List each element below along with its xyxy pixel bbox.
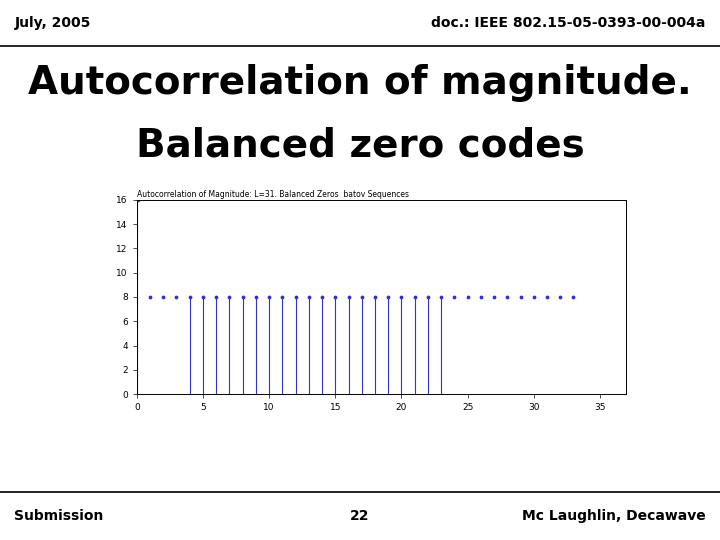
Text: Autocorrelation of Magnitude: L=31. Balanced Zeros  batov Sequences: Autocorrelation of Magnitude: L=31. Bala… xyxy=(137,190,409,199)
Text: 22: 22 xyxy=(350,509,370,523)
Text: July, 2005: July, 2005 xyxy=(14,16,91,30)
Text: Mc Laughlin, Decawave: Mc Laughlin, Decawave xyxy=(522,509,706,523)
Text: doc.: IEEE 802.15-05-0393-00-004a: doc.: IEEE 802.15-05-0393-00-004a xyxy=(431,16,706,30)
Text: Autocorrelation of magnitude.: Autocorrelation of magnitude. xyxy=(28,64,692,103)
Text: Submission: Submission xyxy=(14,509,104,523)
Text: Balanced zero codes: Balanced zero codes xyxy=(135,126,585,165)
